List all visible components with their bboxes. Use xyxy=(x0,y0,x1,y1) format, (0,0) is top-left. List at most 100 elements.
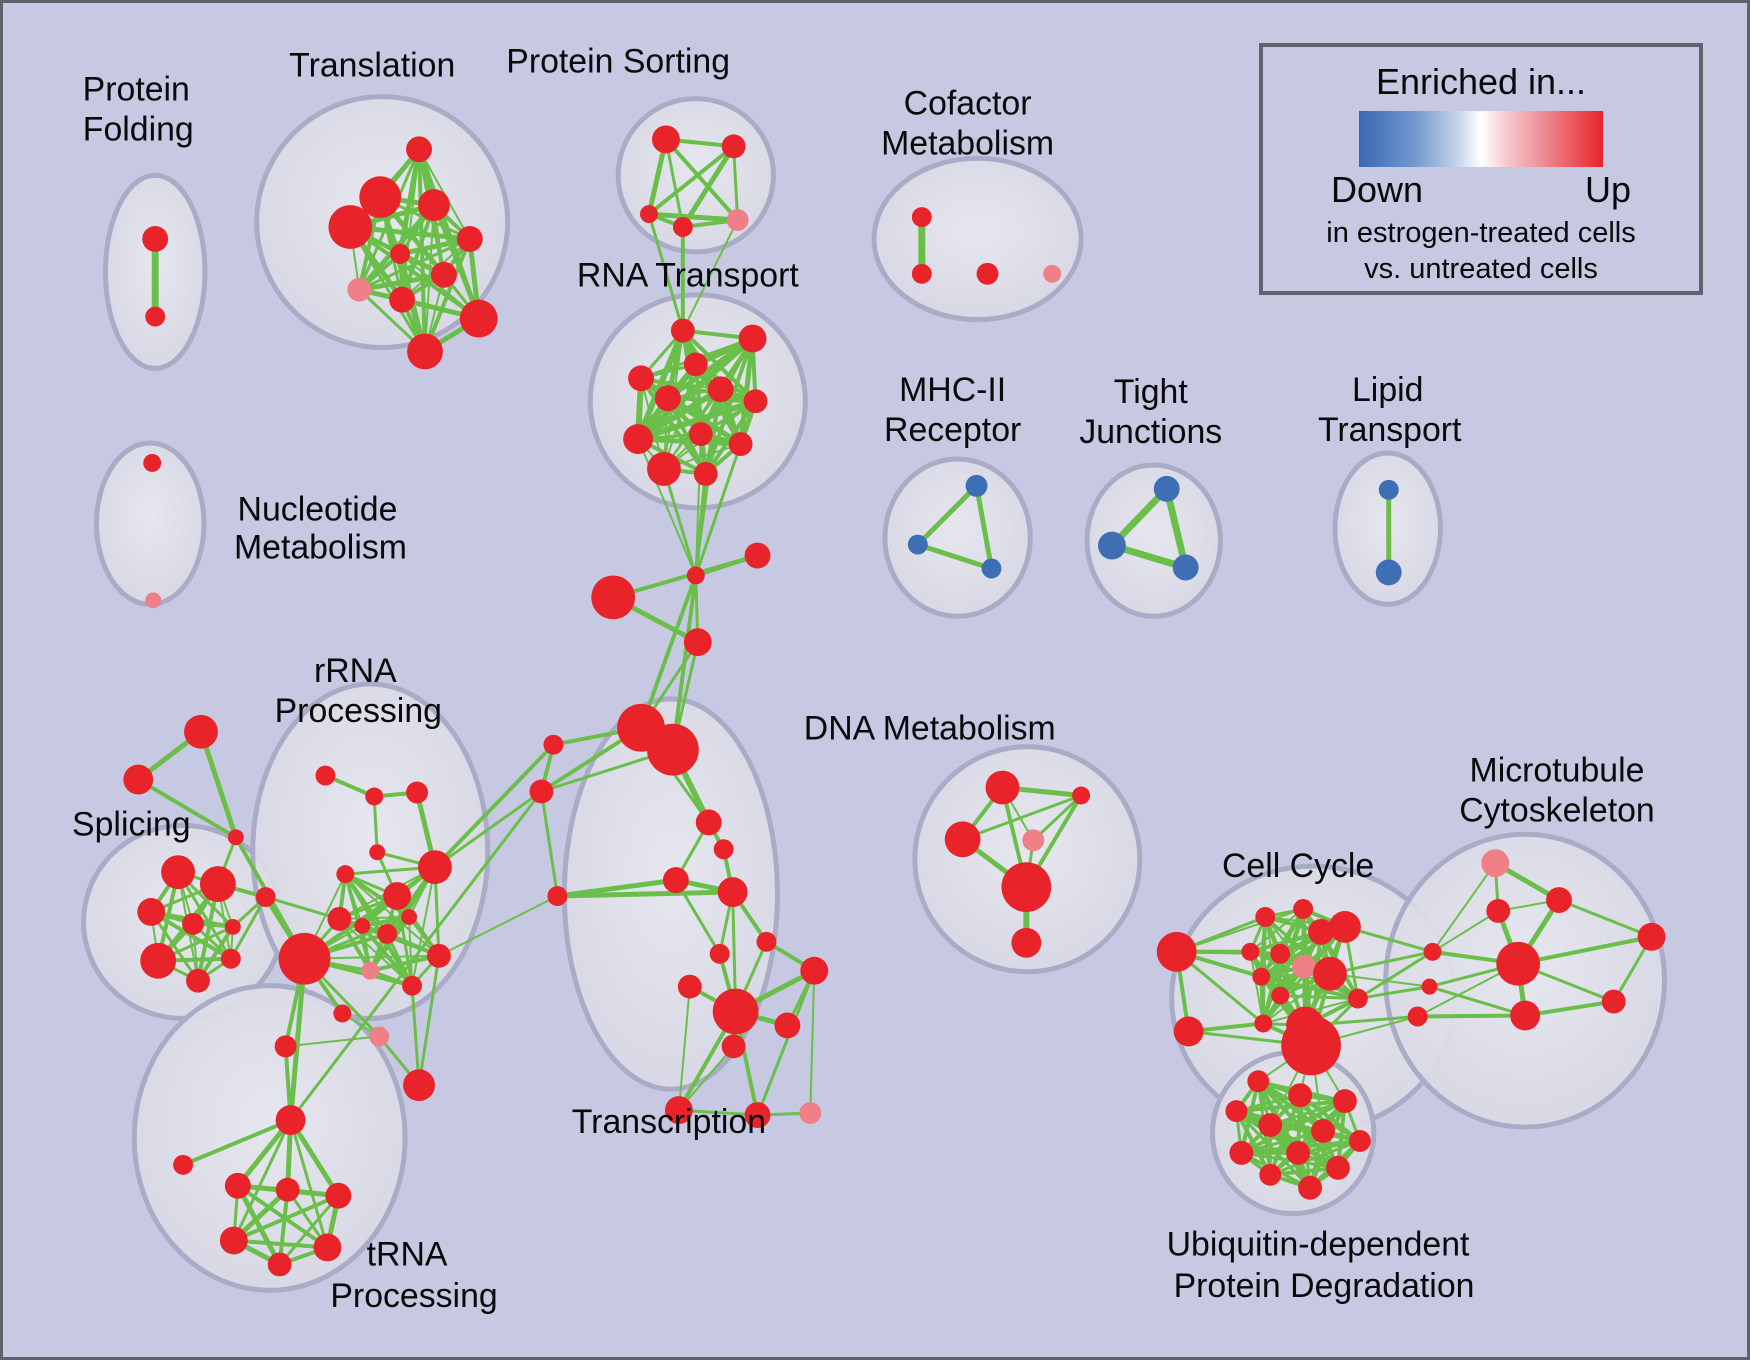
node-tl2 xyxy=(418,189,450,222)
node-cc7 xyxy=(543,734,564,755)
node-t9 xyxy=(774,1012,801,1039)
edge-ps4-rt0 xyxy=(681,219,739,331)
node-u11 xyxy=(1298,1175,1323,1200)
node-rt2 xyxy=(683,352,708,377)
node-tj0 xyxy=(1153,475,1180,502)
cluster-label-tight-junctions-line1: Tight xyxy=(1114,373,1189,411)
node-mt3 xyxy=(1496,941,1541,986)
node-ccO xyxy=(1156,931,1197,972)
node-cf2 xyxy=(976,262,999,285)
node-d3 xyxy=(1022,829,1045,852)
node-k6 xyxy=(1292,954,1317,979)
node-r16 xyxy=(369,1026,390,1047)
node-tl4 xyxy=(456,226,483,252)
edge-t7-t12 xyxy=(756,970,816,1116)
node-cc1 xyxy=(686,566,705,585)
edge-kc1-mt0 xyxy=(1431,862,1497,953)
legend-gradient-bar xyxy=(1359,111,1603,167)
cluster-label-rna-transport: RNA Transport xyxy=(577,257,799,295)
edge-kc2-mt4 xyxy=(1429,985,1526,1017)
node-r6 xyxy=(383,882,412,910)
node-tr3 xyxy=(219,1226,248,1255)
mesh-edge-tl2-tl9 xyxy=(432,204,481,320)
node-u9 xyxy=(1326,1155,1350,1180)
cluster-label-cofactor-metabolism-line2: Metabolism xyxy=(881,124,1054,162)
node-rt8 xyxy=(688,422,713,447)
node-r5 xyxy=(336,865,355,884)
node-r10 xyxy=(401,908,418,925)
node-lp0 xyxy=(1378,479,1399,500)
edge-trh-tr4 xyxy=(289,1119,329,1248)
node-cc8 xyxy=(529,779,554,804)
node-r12 xyxy=(361,961,380,980)
node-mt5 xyxy=(1601,989,1626,1014)
node-trh xyxy=(275,1105,306,1135)
legend-down-label: Down xyxy=(1331,169,1424,210)
node-mt4 xyxy=(1510,1000,1541,1031)
node-rt10 xyxy=(647,452,681,486)
node-u0 xyxy=(1247,1070,1270,1093)
cluster-label-splicing: Splicing xyxy=(72,805,190,843)
edge-rt10-cc1 xyxy=(662,468,698,576)
cluster-label-rrna-processing-line2: Processing xyxy=(275,692,442,730)
node-t12 xyxy=(744,1102,771,1129)
edge-r14-r17 xyxy=(417,955,441,1086)
cluster-label-lipid-transport-line1: Lipid xyxy=(1352,371,1423,409)
cluster-label-dna-metabolism: DNA Metabolism xyxy=(804,710,1056,748)
edge-rt9-cc1 xyxy=(694,443,743,576)
node-mh2 xyxy=(981,558,1002,579)
node-u4 xyxy=(1258,1113,1283,1137)
edge-kc3-mt4 xyxy=(1417,1013,1526,1019)
node-t13 xyxy=(799,1102,822,1125)
node-k4 xyxy=(1241,942,1260,961)
edge-mh0-mh2 xyxy=(974,485,994,569)
legend-caption: in estrogen-treated cells vs. untreated … xyxy=(1263,215,1699,287)
cluster-label-trna-processing-line1: tRNA xyxy=(367,1235,448,1273)
edge-k7-kc1 xyxy=(1329,950,1433,976)
mesh-edge-rt7-rt9 xyxy=(637,436,741,447)
cluster-label-transcription: Transcription xyxy=(572,1103,766,1141)
node-d1 xyxy=(1072,786,1091,805)
node-tr5 xyxy=(267,1252,292,1277)
cluster-label-trna-processing-line2: Processing xyxy=(330,1277,497,1315)
node-s5 xyxy=(140,942,177,979)
edge-r4-cc8 xyxy=(434,790,543,869)
node-t4 xyxy=(756,931,777,952)
cluster-label-nucleotide-metabolism-line1: Nucleotide xyxy=(238,491,398,529)
edge-t10-t11 xyxy=(678,1045,735,1111)
node-kc3 xyxy=(1407,1006,1428,1027)
edge-r4-cc7 xyxy=(433,743,555,869)
node-rt3 xyxy=(628,365,654,392)
edge-ps2-rt0 xyxy=(647,213,685,331)
node-lp1 xyxy=(1375,559,1402,586)
node-r17 xyxy=(403,1069,435,1102)
edge-r11-trh xyxy=(288,958,308,1121)
node-u6 xyxy=(1348,1130,1371,1152)
mesh-edge-ps1-ps3 xyxy=(680,145,736,229)
node-tl1 xyxy=(359,176,402,219)
mesh-edge-rt4-rt6 xyxy=(667,396,756,404)
node-u1 xyxy=(1288,1083,1313,1108)
node-kc1 xyxy=(1423,942,1442,961)
node-tr0 xyxy=(224,1172,251,1199)
node-r13 xyxy=(402,975,423,996)
mesh-edge-tl3-tl9 xyxy=(349,225,480,321)
mesh-edge-tr2-tr5 xyxy=(278,1194,340,1266)
mesh-edge-tr0-tr5 xyxy=(235,1184,282,1266)
node-k7 xyxy=(1313,956,1347,991)
node-tl7 xyxy=(347,277,372,302)
mesh-edge-ps0-ps4 xyxy=(664,138,740,222)
mesh-edge-r10-r12 xyxy=(368,915,411,972)
cluster-label-mhc-ii-receptor-line1: MHC-II xyxy=(899,371,1006,409)
node-cc2 xyxy=(744,542,771,569)
edge-cc8-cc9 xyxy=(540,791,559,897)
node-d0 xyxy=(985,770,1020,805)
cluster-label-protein-folding-line1: Protein xyxy=(83,71,190,109)
node-tl9 xyxy=(459,299,498,338)
legend-up-label: Up xyxy=(1584,169,1631,210)
mesh-edge-r10-r13 xyxy=(408,916,414,986)
cluster-label-nucleotide-metabolism-line2: Metabolism xyxy=(234,529,407,567)
edge-kc1-mt2 xyxy=(1432,910,1499,953)
edge-rt7-cc1 xyxy=(637,438,697,576)
